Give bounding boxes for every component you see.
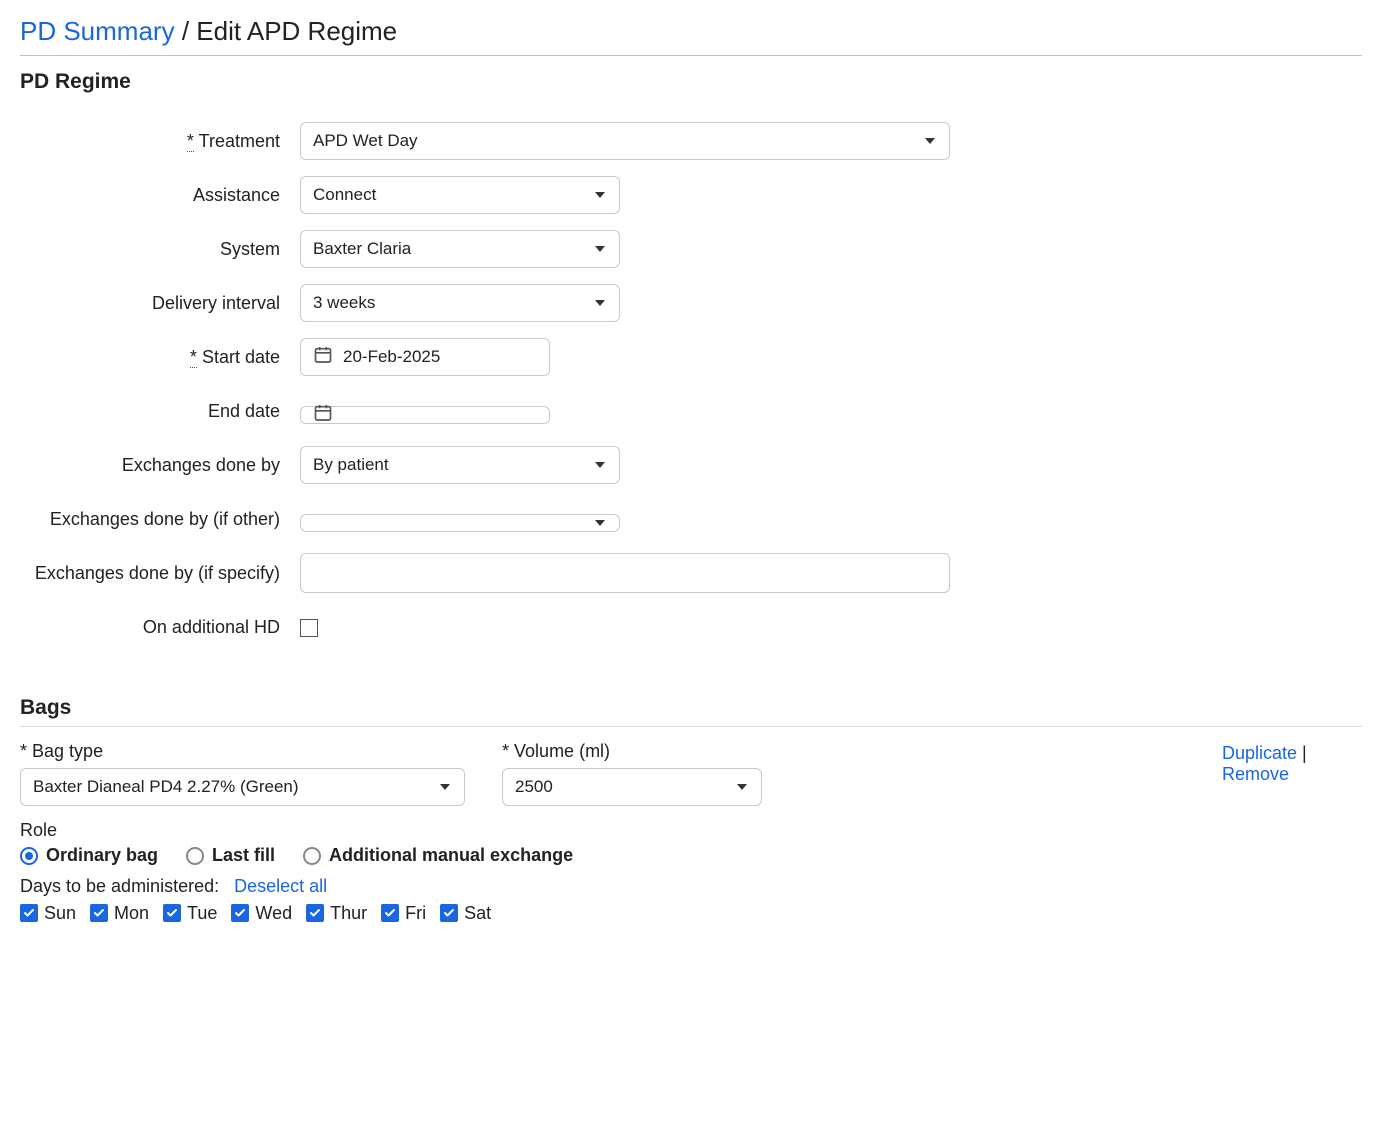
volume-value: 2500 xyxy=(515,777,553,797)
section-title-bags: Bags xyxy=(20,696,1362,720)
bag-type-value: Baxter Dianeal PD4 2.27% (Green) xyxy=(33,777,299,797)
assistance-select[interactable]: Connect xyxy=(300,176,620,214)
treatment-value: APD Wet Day xyxy=(313,131,418,151)
label-start-date: * Start date xyxy=(20,347,300,368)
breadcrumb-link-pd-summary[interactable]: PD Summary xyxy=(20,16,175,46)
header-divider xyxy=(20,55,1362,56)
system-select[interactable]: Baxter Claria xyxy=(300,230,620,268)
calendar-icon xyxy=(313,345,333,370)
day-checkbox-tue[interactable]: Tue xyxy=(163,903,217,924)
checkbox-checked-icon xyxy=(90,904,108,922)
label-days: Days to be administered: xyxy=(20,876,219,896)
volume-select[interactable]: 2500 xyxy=(502,768,762,806)
day-label: Wed xyxy=(255,903,292,924)
day-checkbox-wed[interactable]: Wed xyxy=(231,903,292,924)
checkbox-checked-icon xyxy=(306,904,324,922)
bag-actions: Duplicate | Remove xyxy=(1222,741,1362,785)
bag-type-select[interactable]: Baxter Dianeal PD4 2.27% (Green) xyxy=(20,768,465,806)
exchanges-specify-input[interactable] xyxy=(300,553,950,593)
role-radio-ordinary[interactable]: Ordinary bag xyxy=(20,845,158,866)
label-role: Role xyxy=(20,820,1362,841)
label-assistance: Assistance xyxy=(20,185,300,206)
deselect-all-link[interactable]: Deselect all xyxy=(234,876,327,896)
treatment-select[interactable]: APD Wet Day xyxy=(300,122,950,160)
role-radio-label: Additional manual exchange xyxy=(329,845,573,866)
checkbox-checked-icon xyxy=(20,904,38,922)
label-treatment: * Treatment xyxy=(20,131,300,152)
checkbox-checked-icon xyxy=(381,904,399,922)
delivery-interval-value: 3 weeks xyxy=(313,293,375,313)
checkbox-checked-icon xyxy=(440,904,458,922)
breadcrumb-current: Edit APD Regime xyxy=(196,16,397,46)
label-bag-type: * Bag type xyxy=(20,741,480,762)
start-date-value: 20-Feb-2025 xyxy=(343,347,440,367)
caret-down-icon xyxy=(595,520,605,526)
label-delivery-interval: Delivery interval xyxy=(20,293,300,314)
role-radio-label: Ordinary bag xyxy=(46,845,158,866)
system-value: Baxter Claria xyxy=(313,239,411,259)
label-exchanges-done-by: Exchanges done by xyxy=(20,455,300,476)
duplicate-link[interactable]: Duplicate xyxy=(1222,743,1297,763)
label-on-additional-hd: On additional HD xyxy=(20,617,300,638)
bags-divider xyxy=(20,726,1362,727)
checkbox-checked-icon xyxy=(163,904,181,922)
assistance-value: Connect xyxy=(313,185,376,205)
label-system: System xyxy=(20,239,300,260)
exchanges-done-by-value: By patient xyxy=(313,455,389,475)
exchanges-other-select[interactable] xyxy=(300,514,620,532)
on-additional-hd-checkbox[interactable] xyxy=(300,619,318,637)
day-checkbox-fri[interactable]: Fri xyxy=(381,903,426,924)
day-checkbox-sat[interactable]: Sat xyxy=(440,903,491,924)
caret-down-icon xyxy=(595,300,605,306)
breadcrumb: PD Summary / Edit APD Regime xyxy=(20,16,1362,47)
day-checkbox-mon[interactable]: Mon xyxy=(90,903,149,924)
day-checkbox-thur[interactable]: Thur xyxy=(306,903,367,924)
caret-down-icon xyxy=(595,246,605,252)
caret-down-icon xyxy=(595,462,605,468)
day-label: Mon xyxy=(114,903,149,924)
label-end-date: End date xyxy=(20,401,300,422)
radio-icon xyxy=(303,847,321,865)
day-label: Sun xyxy=(44,903,76,924)
section-title-pd-regime: PD Regime xyxy=(20,70,1362,94)
label-volume: * Volume (ml) xyxy=(502,741,762,762)
caret-down-icon xyxy=(737,784,747,790)
role-radio-label: Last fill xyxy=(212,845,275,866)
exchanges-done-by-select[interactable]: By patient xyxy=(300,446,620,484)
calendar-icon xyxy=(313,402,333,427)
action-separator: | xyxy=(1297,743,1307,763)
start-date-input[interactable]: 20-Feb-2025 xyxy=(300,338,550,376)
role-radio-last_fill[interactable]: Last fill xyxy=(186,845,275,866)
label-exchanges-other: Exchanges done by (if other) xyxy=(20,509,300,530)
day-label: Fri xyxy=(405,903,426,924)
caret-down-icon xyxy=(440,784,450,790)
days-checkbox-group: Sun Mon Tue Wed Thur Fri Sat xyxy=(20,903,1362,925)
day-label: Sat xyxy=(464,903,491,924)
end-date-input[interactable] xyxy=(300,406,550,424)
role-radio-manual[interactable]: Additional manual exchange xyxy=(303,845,573,866)
radio-icon xyxy=(20,847,38,865)
pd-regime-form: * Treatment APD Wet Day Assistance Conne… xyxy=(20,114,1362,654)
caret-down-icon xyxy=(925,138,935,144)
day-label: Tue xyxy=(187,903,217,924)
role-radio-group: Ordinary bag Last fill Additional manual e… xyxy=(20,845,1362,870)
delivery-interval-select[interactable]: 3 weeks xyxy=(300,284,620,322)
radio-icon xyxy=(186,847,204,865)
remove-link[interactable]: Remove xyxy=(1222,764,1289,784)
day-label: Thur xyxy=(330,903,367,924)
breadcrumb-separator: / xyxy=(182,16,189,46)
label-exchanges-specify: Exchanges done by (if specify) xyxy=(20,563,300,584)
checkbox-checked-icon xyxy=(231,904,249,922)
caret-down-icon xyxy=(595,192,605,198)
day-checkbox-sun[interactable]: Sun xyxy=(20,903,76,924)
